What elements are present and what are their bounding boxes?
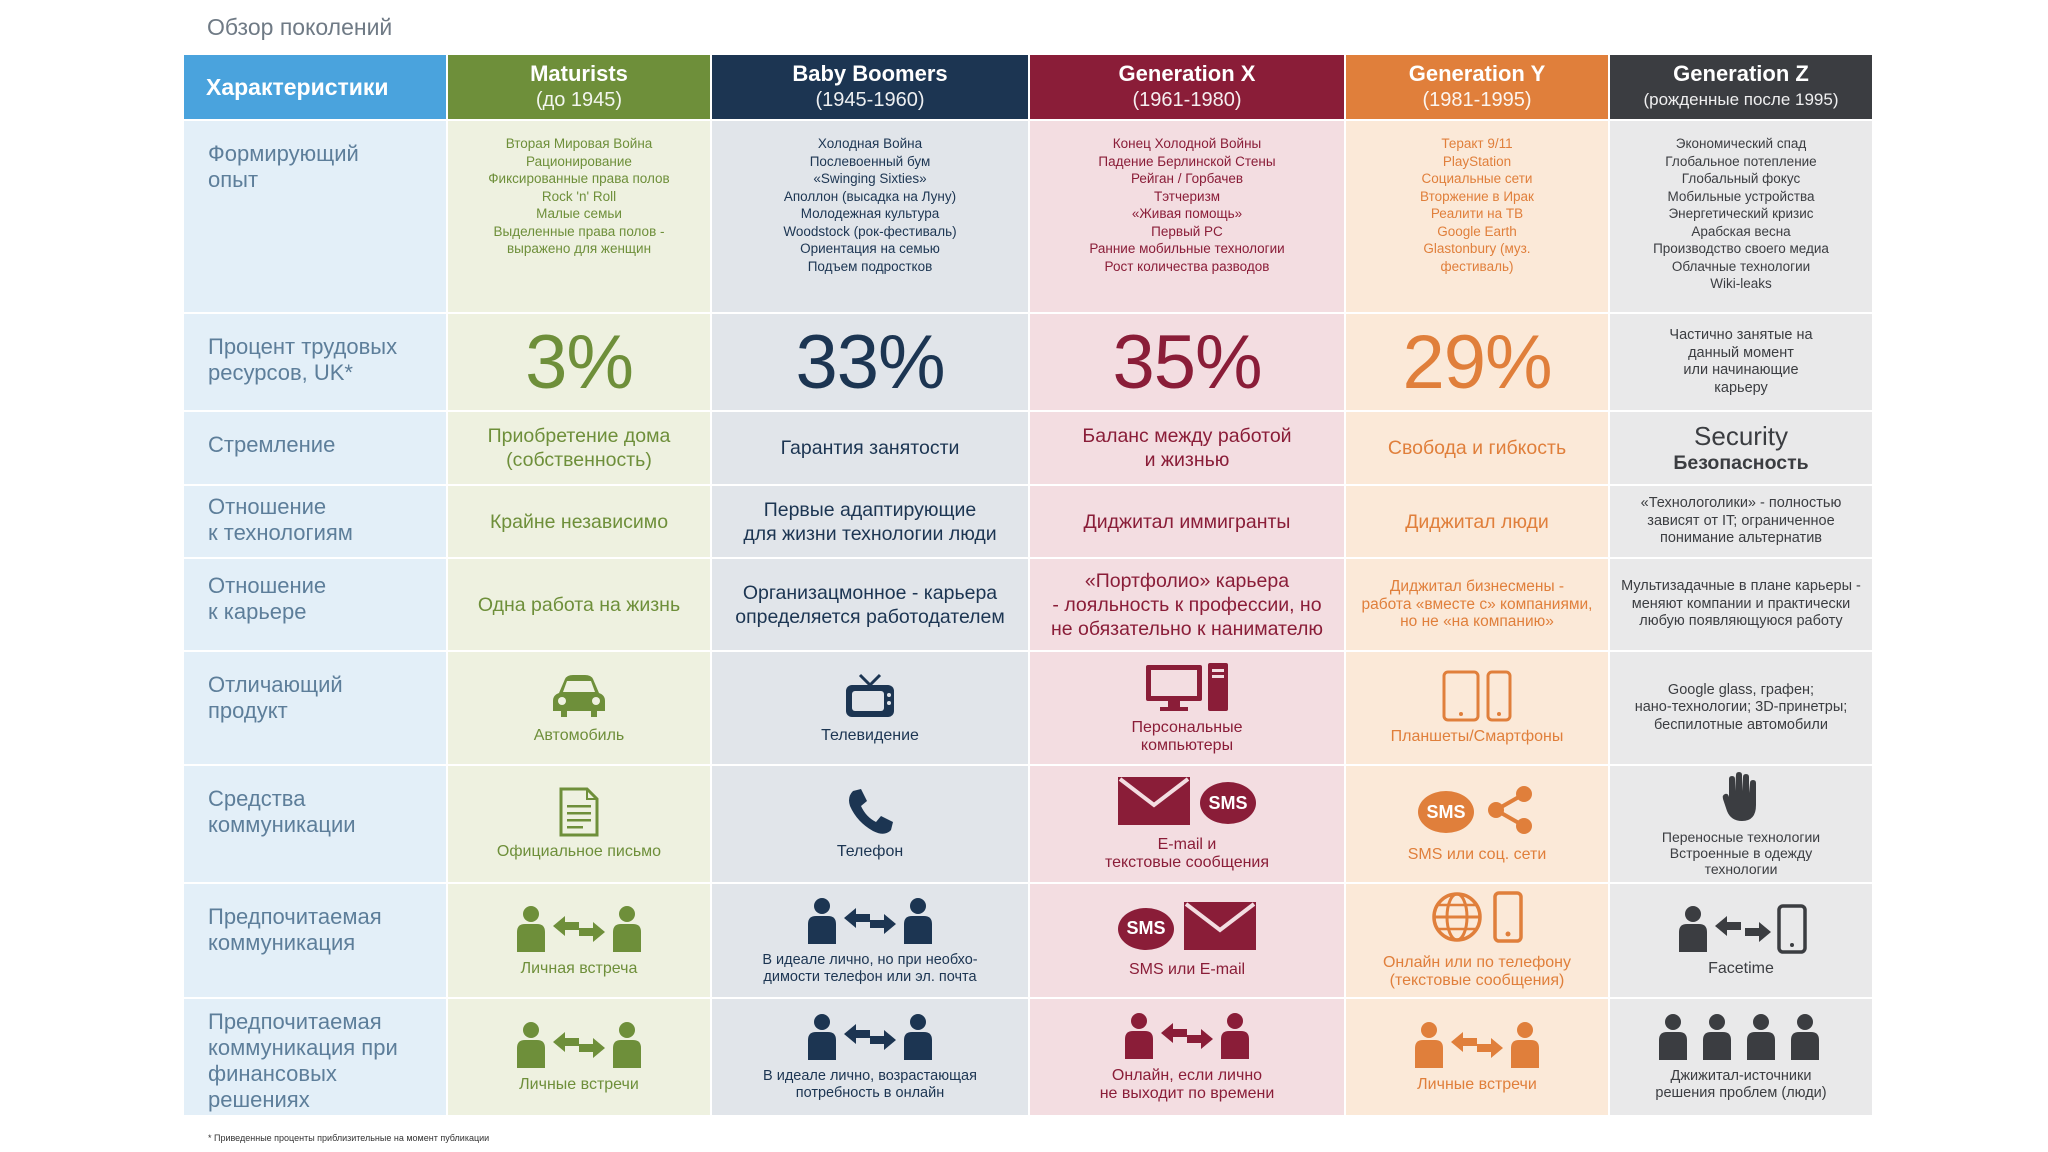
experience-generation-z: Экономический спад Глобальное потепление… [1610, 121, 1874, 314]
sms-bubble-icon: SMS [1418, 791, 1474, 833]
letter-icon [557, 787, 601, 837]
technology-generation-y: Диджитал люди [1346, 486, 1610, 559]
comm-finance-maturists: Личные встречи [448, 999, 712, 1117]
desktop-computer-icon [1144, 661, 1230, 713]
aspiration-generation-z: Security Безопасность [1610, 412, 1874, 486]
product-generation-y: Планшеты/Смартфоны [1346, 652, 1610, 766]
comm-means-baby-boomers: Телефон [712, 766, 1030, 884]
technology-maturists: Крайне независимо [448, 486, 712, 559]
career-generation-y: Диджитал бизнесмены - работа «вместе с» … [1346, 559, 1610, 652]
aspiration-generation-x: Баланс между работой и жизнью [1030, 412, 1346, 486]
people-exchange-icon [513, 904, 645, 954]
career-baby-boomers: Организацмонное - карьера определяется р… [712, 559, 1030, 652]
workforce-generation-x: 35% [1030, 314, 1346, 412]
facetime-icon [1675, 903, 1807, 954]
header-generation-x: Generation X (1961-1980) [1030, 55, 1346, 121]
comm-pref-generation-x: SMS SMS или E-mail [1030, 884, 1346, 999]
comm-pref-baby-boomers: В идеале лично, но при необхо- димости т… [712, 884, 1030, 999]
phone-icon [845, 787, 895, 837]
product-maturists: Автомобиль [448, 652, 712, 766]
footnote: * Приведенные проценты приблизительные н… [208, 1133, 490, 1143]
row-label-technology: Отношение к технологиям [184, 486, 448, 559]
career-maturists: Одна работа на жизнь [448, 559, 712, 652]
aspiration-genz-ru: Безопасность [1673, 452, 1809, 474]
envelope-icon [1118, 776, 1190, 830]
aspiration-maturists: Приобретение дома (собственность) [448, 412, 712, 486]
people-exchange-icon [513, 1020, 645, 1070]
comm-means-generation-z: Переносные технологии Встроенные в одежд… [1610, 766, 1874, 884]
mobile-phone-icon [1493, 891, 1523, 948]
workforce-generation-z: Частично занятые на данный момент или на… [1610, 314, 1874, 412]
row-label-career: Отношение к карьере [184, 559, 448, 652]
people-exchange-icon [1411, 1020, 1543, 1070]
row-label-product: Отличающий продукт [184, 652, 448, 766]
workforce-generation-y: 29% [1346, 314, 1610, 412]
page-title: Обзор поколений [207, 14, 393, 40]
experience-generation-x: Конец Холодной Войны Падение Берлинской … [1030, 121, 1346, 314]
row-label-workforce: Процент трудовых ресурсов, UK* [184, 314, 448, 412]
header-generation-z: Generation Z (рожденные после 1995) [1610, 55, 1874, 121]
aspiration-generation-y: Свобода и гибкость [1346, 412, 1610, 486]
envelope-icon [1184, 902, 1256, 955]
share-icon [1484, 785, 1536, 840]
hand-icon [1721, 771, 1761, 823]
row-label-aspiration: Стремление [184, 412, 448, 486]
header-baby-boomers: Baby Boomers (1945-1960) [712, 55, 1030, 121]
comm-finance-generation-x: Онлайн, если лично не выходит по времени [1030, 999, 1346, 1117]
aspiration-baby-boomers: Гарантия занятости [712, 412, 1030, 486]
comm-pref-generation-z: Facetime [1610, 884, 1874, 999]
product-baby-boomers: Телевидение [712, 652, 1030, 766]
technology-generation-x: Диджитал иммигранты [1030, 486, 1346, 559]
people-exchange-icon [804, 1012, 936, 1062]
sms-bubble-icon: SMS [1118, 907, 1174, 950]
people-exchange-icon [1121, 1011, 1253, 1061]
comm-finance-generation-y: Личные встречи [1346, 999, 1610, 1117]
comm-means-maturists: Официальное письмо [448, 766, 712, 884]
comm-means-generation-y: SMS SMS или соц. сети [1346, 766, 1610, 884]
workforce-maturists: 3% [448, 314, 712, 412]
car-icon [549, 671, 609, 721]
row-label-comm-finance: Предпочитаемая коммуникация при финансов… [184, 999, 448, 1117]
career-generation-z: Мультизадачные в плане карьеры - меняют … [1610, 559, 1874, 652]
comm-finance-baby-boomers: В идеале лично, возрастающая потребность… [712, 999, 1030, 1117]
tv-icon [842, 671, 898, 721]
row-label-comm-means: Средства коммуникации [184, 766, 448, 884]
experience-baby-boomers: Холодная Война Послевоенный бум «Swingin… [712, 121, 1030, 314]
generations-table: Характеристики Maturists (до 1945) Baby B… [184, 55, 1874, 1117]
row-label-comm-pref: Предпочитаемая коммуникация [184, 884, 448, 999]
people-group-icon [1653, 1012, 1829, 1062]
comm-pref-maturists: Личная встреча [448, 884, 712, 999]
technology-baby-boomers: Первые адаптирующие для жизни технологии… [712, 486, 1030, 559]
product-generation-x: Персональные компьютеры [1030, 652, 1346, 766]
experience-generation-y: Теракт 9/11 PlayStation Социальные сети … [1346, 121, 1610, 314]
header-characteristics: Характеристики [184, 55, 448, 121]
sms-bubble-icon: SMS [1200, 782, 1256, 824]
globe-icon [1431, 891, 1483, 948]
product-generation-z: Google glass, графен; нано-технологии; 3… [1610, 652, 1874, 766]
comm-pref-generation-y: Онлайн или по телефону (текстовые сообще… [1346, 884, 1610, 999]
experience-maturists: Вторая Мировая Война Рационирование Фикс… [448, 121, 712, 314]
row-label-experience: Формирующий опыт [184, 121, 448, 314]
workforce-baby-boomers: 33% [712, 314, 1030, 412]
career-generation-x: «Портфолио» карьера - лояльность к профе… [1030, 559, 1346, 652]
technology-generation-z: «Технологолики» - полностью зависят от I… [1610, 486, 1874, 559]
header-generation-y: Generation Y (1981-1995) [1346, 55, 1610, 121]
header-maturists: Maturists (до 1945) [448, 55, 712, 121]
comm-means-generation-x: SMS E-mail и текстовые сообщения [1030, 766, 1346, 884]
comm-finance-generation-z: Джижитал-источники решения проблем (люди… [1610, 999, 1874, 1117]
aspiration-genz-en: Security [1694, 421, 1788, 451]
tablet-smartphone-icon [1442, 670, 1512, 722]
people-exchange-icon [804, 896, 936, 946]
